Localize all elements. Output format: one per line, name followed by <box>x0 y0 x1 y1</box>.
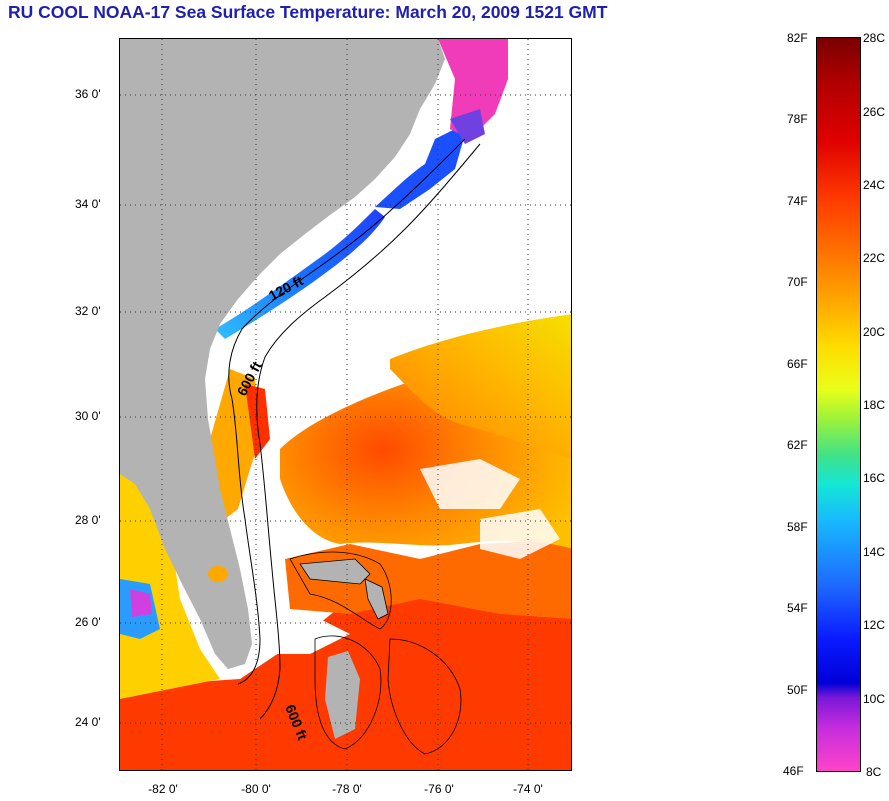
colorbar-celsius-label: 14C <box>863 545 886 559</box>
longitude-label: -80 0' <box>241 782 271 796</box>
colorbar-fahrenheit-label: 66F <box>787 357 808 371</box>
colorbar-celsius-label: 10C <box>863 692 886 706</box>
colorbar-fahrenheit-label: 50F <box>787 683 808 697</box>
colorbar-celsius-label: 16C <box>863 471 886 485</box>
latitude-label: 26 0' <box>75 615 101 629</box>
colorbar-celsius-label: 26C <box>863 105 886 119</box>
temperature-colorbar <box>816 37 861 772</box>
land-mainland <box>120 39 445 669</box>
latitude-label: 30 0' <box>75 409 101 423</box>
land-andros <box>325 651 360 739</box>
colorbar-celsius-label: 20C <box>863 325 886 339</box>
land-abaco <box>364 578 389 620</box>
colorbar-celsius-label: 24C <box>863 178 886 192</box>
outer-banks-cold-water <box>375 129 465 209</box>
contour-bahamas <box>387 638 462 755</box>
graticule <box>120 39 571 770</box>
lake-okeechobee <box>208 566 228 582</box>
carolina-cold-water <box>215 209 385 339</box>
contour-bahamas <box>314 635 382 750</box>
colorbar-celsius-label: 28C <box>863 31 886 45</box>
contour-600ft <box>256 143 481 720</box>
latitude-label: 24 0' <box>75 715 101 729</box>
latitude-label: 32 0' <box>75 304 101 318</box>
cape-hatteras-pink <box>438 39 508 139</box>
sst-map: 120 ft 600 ft 600 ft <box>119 38 572 771</box>
cape-purple <box>450 109 485 144</box>
colorbar-fahrenheit-label: 70F <box>787 275 808 289</box>
gulf-water <box>120 459 220 699</box>
cloud-patch <box>420 459 520 509</box>
bahamas-warm-water <box>285 539 571 619</box>
colorbar-fahrenheit-label: 62F <box>787 438 808 452</box>
colorbar-fahrenheit-label: 58F <box>787 520 808 534</box>
longitude-label: -76 0' <box>424 782 454 796</box>
florida-coastal-band <box>210 369 260 519</box>
contour-120ft <box>228 138 466 685</box>
latitude-label: 28 0' <box>75 513 101 527</box>
colorbar-celsius-label: 12C <box>863 618 886 632</box>
cloud-patch <box>260 619 350 654</box>
contour-bahamas <box>289 551 392 630</box>
longitude-label: -74 0' <box>513 782 543 796</box>
latitude-label: 34 0' <box>75 197 101 211</box>
colorbar-fahrenheit-label: 82F <box>787 31 808 45</box>
colorbar-celsius-label: 18C <box>863 398 886 412</box>
colorbar-fahrenheit-label: 78F <box>787 112 808 126</box>
colorbar-fahrenheit-label: 46F <box>783 764 804 778</box>
colorbar-celsius-label: 8C <box>866 765 882 779</box>
longitude-label: -82 0' <box>148 782 178 796</box>
gulf-purple-patch <box>130 589 152 617</box>
colorbar-celsius-label: 22C <box>863 251 886 265</box>
latitude-label: 36 0' <box>75 87 101 101</box>
colorbar-fahrenheit-label: 74F <box>787 194 808 208</box>
northeast-yellow-water <box>390 314 571 459</box>
colorbar-fahrenheit-label: 54F <box>787 601 808 615</box>
longitude-label: -78 0' <box>332 782 362 796</box>
map-title: RU COOL NOAA-17 Sea Surface Temperature:… <box>8 2 608 22</box>
sst-map-graphic: 120 ft 600 ft 600 ft <box>120 39 571 770</box>
